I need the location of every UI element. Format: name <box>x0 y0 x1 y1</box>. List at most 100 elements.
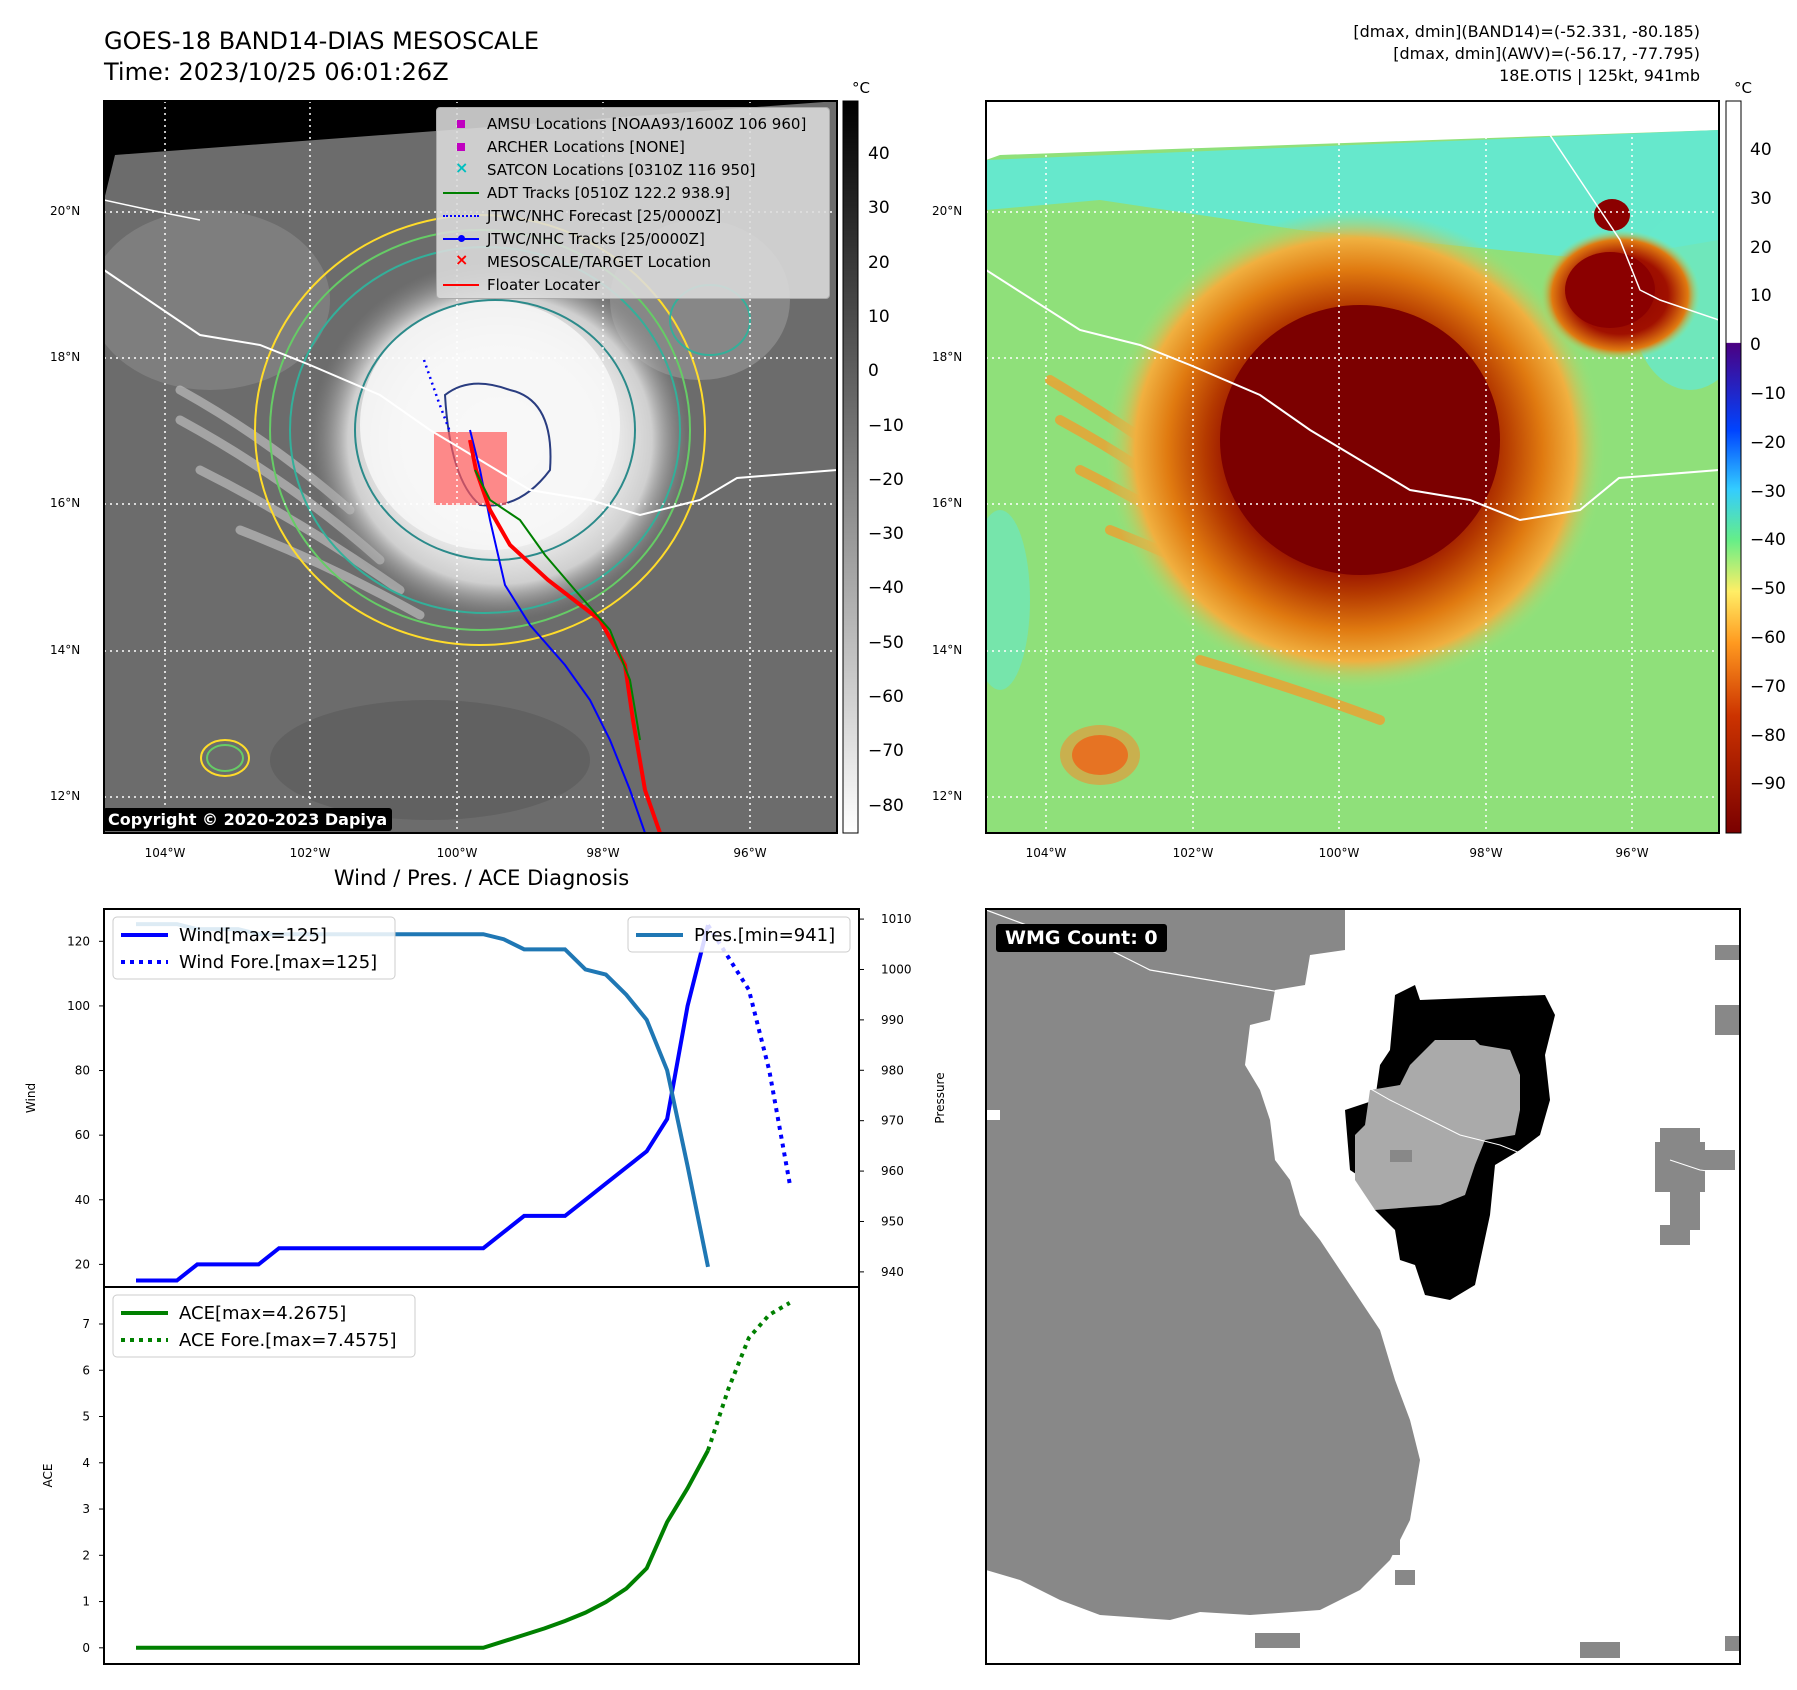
left-map-legend: AMSU Locations [NOAA93/1600Z 106 960] ARC… <box>436 107 830 299</box>
series-line <box>706 924 792 1184</box>
colorbar-tick-label: 30 <box>868 198 890 219</box>
legend-marker <box>443 183 479 203</box>
colorbar-tick-label: −20 <box>868 469 904 490</box>
wind-legend-label: Wind[max=125] <box>179 925 327 946</box>
wind-tick-label: 60 <box>75 1128 90 1142</box>
lat-label: 14°N <box>50 643 81 657</box>
diagnosis-chart: 2040608010012094095096097098099010001010… <box>24 908 947 1665</box>
colorbar-tick-label: −70 <box>1750 676 1786 697</box>
pressure-tick-label: 980 <box>881 1063 904 1077</box>
ace-tick-label: 0 <box>82 1641 90 1655</box>
lon-label: 100°W <box>1318 846 1360 860</box>
legend-entry: ADT Tracks [0510Z 122.2 938.9] <box>443 183 730 203</box>
legend-entry: JTWC/NHC Forecast [25/0000Z] <box>443 206 721 226</box>
pressure-tick-label: 1010 <box>881 912 912 926</box>
left-colorbar-unit: °C <box>852 79 870 97</box>
lat-label: 18°N <box>932 350 963 364</box>
lon-label: 96°W <box>733 846 767 860</box>
colorbar-tick-label: 20 <box>868 252 890 273</box>
wind-legend-label: Wind Fore.[max=125] <box>179 952 377 973</box>
colorbar-tick-label: −10 <box>1750 384 1786 404</box>
legend-label: SATCON Locations [0310Z 116 950] <box>487 161 756 179</box>
legend-marker <box>443 137 479 157</box>
ace-tick-label: 1 <box>82 1595 90 1609</box>
legend-marker <box>443 114 479 134</box>
series-line <box>136 1449 710 1650</box>
legend-marker: × <box>455 250 469 269</box>
figure-title: GOES-18 BAND14-DIAS MESOSCALE <box>104 27 540 55</box>
legend-label: Floater Locater <box>487 276 601 294</box>
lon-label: 100°W <box>436 846 478 860</box>
wind-tick-label: 80 <box>75 1064 90 1078</box>
pressure-tick-label: 970 <box>881 1114 904 1128</box>
legend-label: AMSU Locations [NOAA93/1600Z 106 960] <box>487 115 807 133</box>
legend-label: JTWC/NHC Forecast [25/0000Z] <box>487 207 722 225</box>
ace-tick-label: 4 <box>82 1456 90 1470</box>
legend-marker <box>443 206 479 226</box>
colorbar-tick-label: −80 <box>1750 725 1786 746</box>
legend-entry: × SATCON Locations [0310Z 116 950] <box>443 158 756 180</box>
ace-tick-label: 3 <box>82 1502 90 1516</box>
wind-tick-label: 100 <box>67 999 90 1013</box>
stats-band14: [dmax, dmin](BAND14)=(-52.331, -80.185) <box>1353 22 1700 41</box>
lat-label: 20°N <box>50 204 81 218</box>
colorbar-tick-label: 10 <box>1750 286 1772 307</box>
legend-entry: Floater Locater <box>443 275 600 295</box>
colorbar-tick-label: 40 <box>1750 140 1772 160</box>
legend-label: JTWC/NHC Tracks [25/0000Z] <box>487 230 705 248</box>
ace-legend-label: ACE Fore.[max=7.4575] <box>179 1330 397 1351</box>
legend-label: MESOSCALE/TARGET Location <box>487 253 712 271</box>
series-line <box>136 924 710 1283</box>
legend-entry: × MESOSCALE/TARGET Location <box>443 250 712 272</box>
ace-tick-label: 6 <box>82 1363 90 1377</box>
right-map <box>985 100 1742 834</box>
colorbar-tick-label: −30 <box>1750 481 1786 502</box>
lat-label: 16°N <box>932 496 963 510</box>
colorbar-tick-label: −60 <box>868 687 904 707</box>
lon-label: 98°W <box>1469 846 1503 860</box>
colorbar-tick-label: −20 <box>1750 432 1786 453</box>
pressure-tick-label: 950 <box>881 1214 904 1228</box>
lon-label: 102°W <box>1172 846 1214 860</box>
legend-label: ARCHER Locations [NONE] <box>487 138 685 156</box>
colorbar-tick-label: −50 <box>1750 579 1786 600</box>
colorbar-tick-label: −40 <box>1750 530 1786 551</box>
wind-tick-label: 40 <box>75 1193 90 1207</box>
pressure-tick-label: 990 <box>881 1013 904 1027</box>
wind-tick-label: 20 <box>75 1257 90 1271</box>
legend-marker <box>443 275 479 295</box>
legend-label: ADT Tracks [0510Z 122.2 938.9] <box>487 184 731 202</box>
colorbar-tick-label: −40 <box>868 578 904 599</box>
pressure-tick-label: 1000 <box>881 962 912 976</box>
lat-label: 12°N <box>50 789 81 803</box>
stats-awv: [dmax, dmin](AWV)=(-56.17, -77.795) <box>1393 44 1700 63</box>
legend-entry: ARCHER Locations [NONE] <box>443 137 685 157</box>
legend-marker: × <box>455 158 469 177</box>
diag-title: Wind / Pres. / ACE Diagnosis <box>333 866 630 890</box>
wmg-count-badge: WMG Count: 0 <box>996 924 1167 952</box>
lon-label: 96°W <box>1615 846 1649 860</box>
lon-label: 102°W <box>289 846 331 860</box>
lat-label: 14°N <box>932 643 963 657</box>
pressure-tick-label: 960 <box>881 1164 904 1178</box>
wind-axis-label: Wind <box>24 1083 38 1113</box>
colorbar-tick-label: 10 <box>868 306 890 327</box>
colorbar-tick-label: 0 <box>1750 335 1761 356</box>
pressure-tick-label: 940 <box>881 1265 904 1279</box>
ace-legend-label: ACE[max=4.2675] <box>179 1303 346 1324</box>
legend-entry: AMSU Locations [NOAA93/1600Z 106 960] <box>443 114 806 134</box>
legend-entry: JTWC/NHC Tracks [25/0000Z] <box>443 229 705 249</box>
lon-label: 104°W <box>1025 846 1067 860</box>
lat-label: 18°N <box>50 350 81 364</box>
colorbar-tick-label: −60 <box>1750 628 1786 648</box>
lat-label: 20°N <box>932 204 963 218</box>
colorbar-tick-label: 30 <box>1750 188 1772 209</box>
storm-info: 18E.OTIS | 125kt, 941mb <box>1499 66 1700 85</box>
colorbar-tick-label: −90 <box>1750 774 1786 795</box>
ace-axis-label: ACE <box>41 1464 55 1488</box>
ace-tick-label: 2 <box>82 1548 90 1562</box>
series-line <box>706 1301 791 1452</box>
colorbar-tick-label: −10 <box>868 415 904 436</box>
ace-legend-box <box>112 1294 416 1358</box>
